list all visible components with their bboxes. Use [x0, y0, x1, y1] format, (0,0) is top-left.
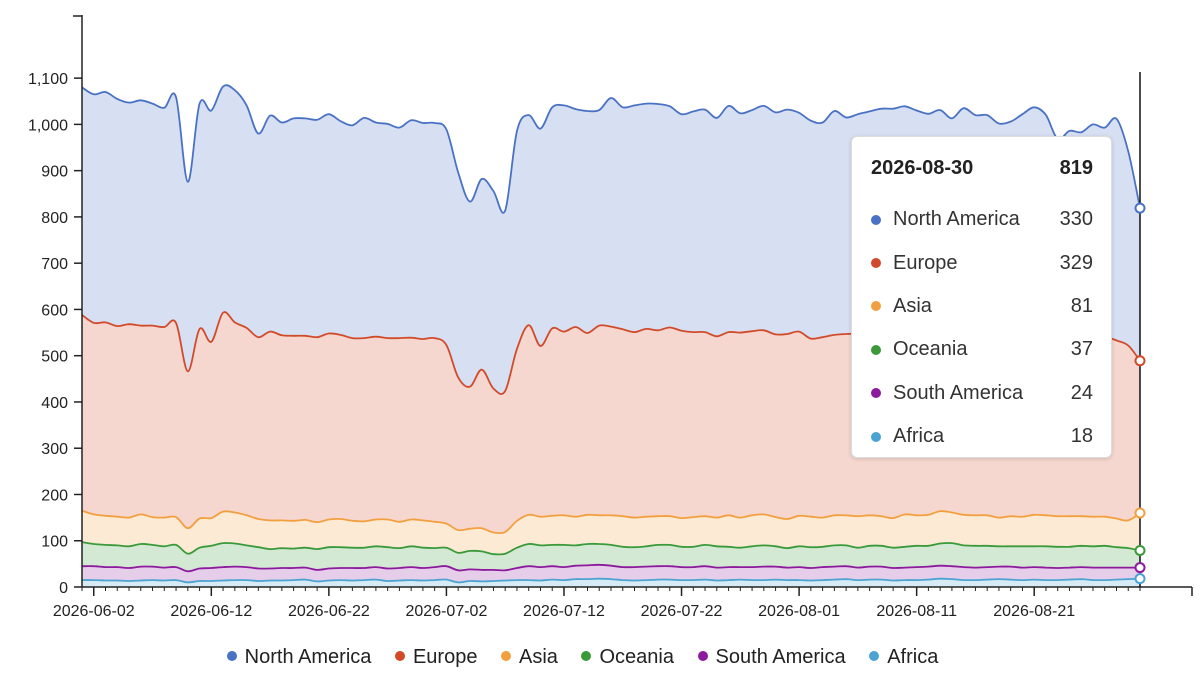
tooltip-series-value: 81 — [1070, 294, 1093, 317]
area-south-america — [82, 564, 1140, 583]
legend-dot-icon — [581, 650, 592, 661]
x-tick-label: 2026-07-12 — [523, 603, 605, 620]
legend-label: Oceania — [599, 646, 674, 668]
legend-item-europe[interactable]: Europe — [394, 646, 478, 669]
y-tick-label: 500 — [41, 349, 68, 366]
y-tick-label: 400 — [41, 395, 68, 412]
y-tick-label: 200 — [41, 487, 68, 504]
tooltip-series-name: Oceania — [893, 338, 968, 361]
area-oceania — [82, 542, 1140, 572]
hover-point-asia — [1134, 507, 1146, 519]
tooltip-series-name: Africa — [893, 425, 945, 448]
tooltip-series-value: 18 — [1070, 425, 1093, 448]
x-tick-label: 2026-07-02 — [406, 603, 488, 620]
north-america-dot-icon — [871, 214, 881, 225]
africa-dot-icon — [871, 431, 881, 442]
y-tick-label: 800 — [41, 210, 68, 227]
hover-point-oceania — [1134, 544, 1146, 556]
legend-item-asia[interactable]: Asia — [501, 646, 558, 669]
europe-dot-icon — [871, 258, 881, 269]
legend-item-africa[interactable]: Africa — [869, 646, 938, 669]
x-tick-label: 2026-08-21 — [993, 603, 1075, 620]
x-tick-label: 2026-08-01 — [758, 603, 840, 620]
x-tick-label: 2026-08-11 — [876, 603, 957, 620]
oceania-dot-icon — [871, 344, 881, 355]
y-tick-label: 100 — [41, 534, 68, 551]
tooltip-series-value: 24 — [1070, 381, 1093, 404]
tooltip-total: 819 — [1059, 157, 1093, 179]
tooltip-row-oceania: Oceania 37 — [871, 328, 1093, 371]
tooltip-row-africa: Africa 18 — [871, 415, 1093, 458]
x-tick-label: 2026-06-22 — [288, 603, 370, 620]
y-tick-label: 600 — [41, 302, 68, 319]
chart-legend: North America Europe Asia Oceania South … — [0, 646, 1165, 669]
tooltip-header: 2026-08-30 819 — [871, 155, 1093, 198]
tooltip-row-north-america: North America 330 — [871, 198, 1093, 241]
line-oceania — [81, 541, 1141, 556]
legend-label: Asia — [519, 646, 558, 668]
x-tick-label: 2026-06-02 — [53, 603, 135, 620]
legend-label: Africa — [887, 646, 939, 668]
line-north-america — [81, 84, 1141, 214]
y-tick-label: 1,000 — [28, 117, 68, 134]
legend-dot-icon — [394, 650, 405, 661]
legend-label: North America — [244, 646, 372, 668]
tooltip-series-value: 329 — [1059, 251, 1093, 274]
area-asia — [82, 510, 1140, 555]
tooltip-series-name: North America — [893, 208, 1020, 231]
hover-point-south-america — [1134, 562, 1146, 574]
legend-label: South America — [715, 646, 846, 668]
legend-dot-icon — [869, 650, 880, 661]
hover-point-africa — [1134, 573, 1146, 585]
hover-point-europe — [1134, 355, 1146, 367]
hover-tooltip: 2026-08-30 819 North America 330 Europe … — [851, 136, 1112, 458]
legend-dot-icon — [697, 650, 708, 661]
y-tick-label: 900 — [41, 164, 68, 181]
tooltip-series-value: 37 — [1070, 338, 1093, 361]
tooltip-series-name: Asia — [893, 294, 932, 317]
tooltip-series-value: 330 — [1059, 208, 1093, 231]
asia-dot-icon — [871, 301, 881, 312]
y-tick-label: 700 — [41, 256, 68, 273]
legend-item-south-america[interactable]: South America — [697, 646, 846, 669]
south-america-dot-icon — [871, 388, 881, 399]
legend-dot-icon — [501, 650, 512, 661]
tooltip-row-south-america: South America 24 — [871, 372, 1093, 415]
tooltip-series-name: Europe — [893, 251, 958, 274]
legend-item-north-america[interactable]: North America — [226, 646, 372, 669]
tooltip-series-name: South America — [893, 381, 1024, 404]
hover-point-north-america — [1134, 202, 1146, 214]
y-tick-label: 1,100 — [28, 71, 68, 88]
tooltip-row-asia: Asia 81 — [871, 285, 1093, 328]
x-tick-label: 2026-07-22 — [641, 603, 723, 620]
legend-label: Europe — [412, 646, 478, 668]
legend-item-oceania[interactable]: Oceania — [581, 646, 674, 669]
line-africa — [81, 577, 1141, 584]
line-south-america — [81, 563, 1140, 573]
y-tick-label: 300 — [41, 441, 68, 458]
y-tick-label: 0 — [59, 580, 68, 597]
tooltip-date: 2026-08-30 — [871, 157, 974, 179]
line-asia — [81, 509, 1141, 535]
x-tick-label: 2026-06-12 — [170, 603, 252, 620]
tooltip-row-europe: Europe 329 — [871, 241, 1093, 284]
legend-dot-icon — [226, 650, 237, 661]
